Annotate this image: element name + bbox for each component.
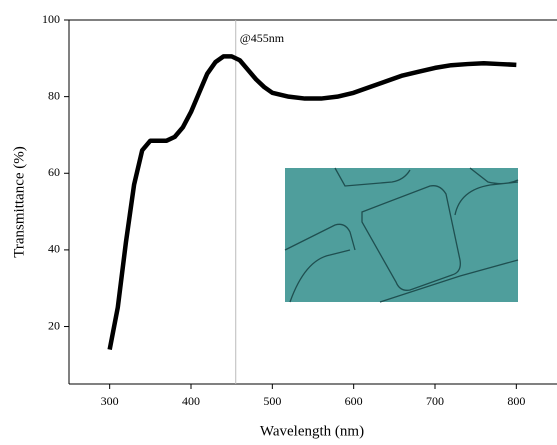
data-line: [107, 54, 517, 350]
y-tick-label: 100: [42, 12, 60, 26]
x-tick-label: 400: [182, 394, 200, 408]
x-axis-label: Wavelength (nm): [260, 423, 364, 439]
x-tick-label: 600: [345, 394, 363, 408]
y-axis-label: Transmittance (%): [11, 146, 27, 258]
inset-image: [284, 167, 519, 303]
annotation: @455nm: [240, 31, 285, 45]
x-tick-label: 500: [263, 394, 281, 408]
y-tick-label: 40: [48, 242, 60, 256]
x-tick-label: 300: [101, 394, 119, 408]
y-tick-label: 20: [48, 318, 60, 332]
y-tick-label: 80: [48, 88, 60, 102]
x-tick-label: 800: [507, 394, 525, 408]
x-tick-label: 700: [426, 394, 444, 408]
y-tick-label: 60: [48, 165, 60, 179]
